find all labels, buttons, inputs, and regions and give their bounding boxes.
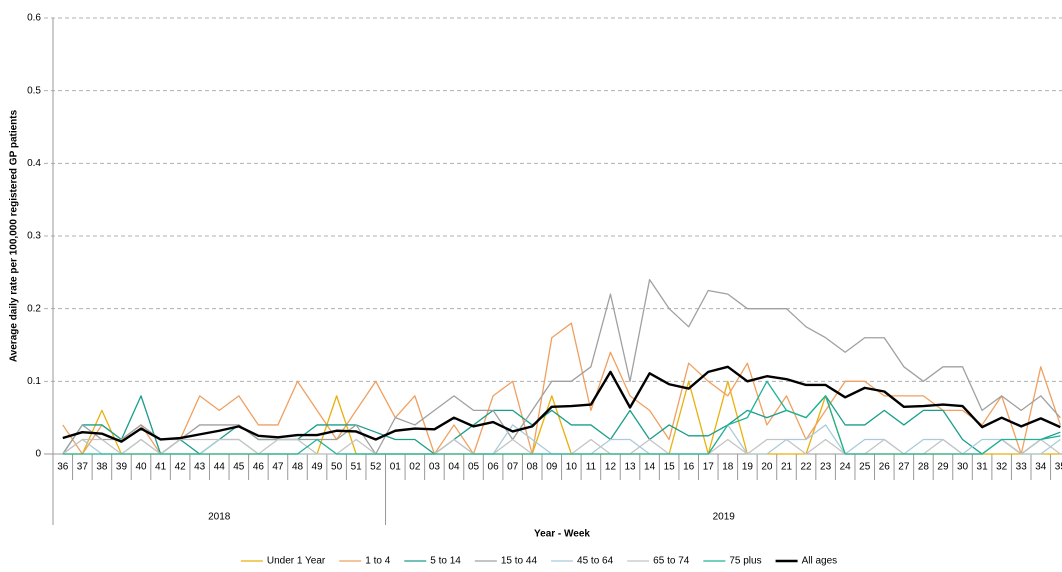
x-tick-label: 46 [253,462,265,473]
x-tick-label: 09 [546,462,558,473]
y-tick-label: 0 [35,449,41,460]
group-label: 2018 [208,512,231,523]
legend-label: 65 to 74 [653,556,690,567]
x-tick-label: 23 [820,462,832,473]
y-tick-label: 0.6 [27,13,41,24]
x-tick-label: 45 [233,462,245,473]
y-tick-label: 0.4 [27,158,41,169]
x-tick-label: 21 [781,462,793,473]
x-tick-label: 40 [135,462,147,473]
x-tick-label: 01 [390,462,402,473]
x-tick-label: 17 [703,462,715,473]
x-tick-label: 32 [996,462,1008,473]
y-axis-title: Average daily rate per 100,000 registere… [9,109,20,362]
x-tick-label: 16 [683,462,695,473]
x-tick-label: 06 [488,462,500,473]
x-tick-label: 10 [566,462,578,473]
x-tick-label: 13 [624,462,636,473]
x-tick-label: 27 [898,462,910,473]
y-tick-label: 0.1 [27,376,41,387]
x-tick-label: 49 [311,462,323,473]
x-tick-label: 18 [722,462,734,473]
legend-label: 75 plus [729,556,761,567]
x-tick-label: 03 [429,462,441,473]
series-line [62,438,1061,455]
x-tick-label: 08 [527,462,539,473]
x-tick-label: 14 [644,462,656,473]
series-line [62,380,1061,455]
x-axis-title: Year - Week [534,529,590,540]
legend-label: All ages [802,556,838,567]
legend-label: 15 to 44 [501,556,538,567]
x-tick-label: 42 [175,462,187,473]
x-tick-label: 04 [448,462,460,473]
x-tick-label: 50 [331,462,343,473]
x-tick-label: 52 [370,462,382,473]
x-tick-label: 11 [586,462,597,473]
x-tick-label: 33 [1016,462,1028,473]
x-tick-label: 35 [1055,462,1062,473]
x-tick-label: 38 [96,462,108,473]
x-tick-label: 39 [116,462,128,473]
x-tick-label: 22 [800,462,812,473]
x-tick-label: 31 [977,462,989,473]
x-tick-label: 36 [57,462,69,473]
x-tick-label: 05 [468,462,480,473]
x-tick-label: 24 [840,462,852,473]
x-tick-label: 48 [292,462,304,473]
x-tick-label: 07 [507,462,519,473]
series-line [62,322,1061,455]
legend-label: 45 to 64 [577,556,614,567]
group-label: 2019 [713,512,736,523]
legend-label: 5 to 14 [430,556,461,567]
x-tick-label: 28 [918,462,930,473]
x-tick-label: 43 [194,462,206,473]
series-line [62,395,1061,455]
x-tick-label: 20 [761,462,773,473]
y-tick-label: 0.2 [27,303,41,314]
x-tick-label: 12 [605,462,617,473]
x-tick-label: 19 [742,462,754,473]
x-tick-label: 47 [272,462,284,473]
x-tick-label: 51 [351,462,363,473]
x-tick-label: 37 [77,462,89,473]
x-tick-label: 29 [937,462,949,473]
legend-label: 1 to 4 [365,556,390,567]
legend-label: Under 1 Year [267,556,326,567]
y-tick-label: 0.3 [27,231,41,242]
x-tick-label: 30 [957,462,969,473]
series-line [62,365,1061,443]
x-tick-label: 15 [664,462,676,473]
x-tick-label: 25 [859,462,871,473]
x-tick-label: 44 [214,462,226,473]
series-line [62,278,1061,455]
x-tick-label: 34 [1035,462,1047,473]
x-tick-label: 02 [409,462,421,473]
x-tick-label: 26 [879,462,891,473]
x-tick-label: 41 [155,462,167,473]
y-tick-label: 0.5 [27,85,41,96]
